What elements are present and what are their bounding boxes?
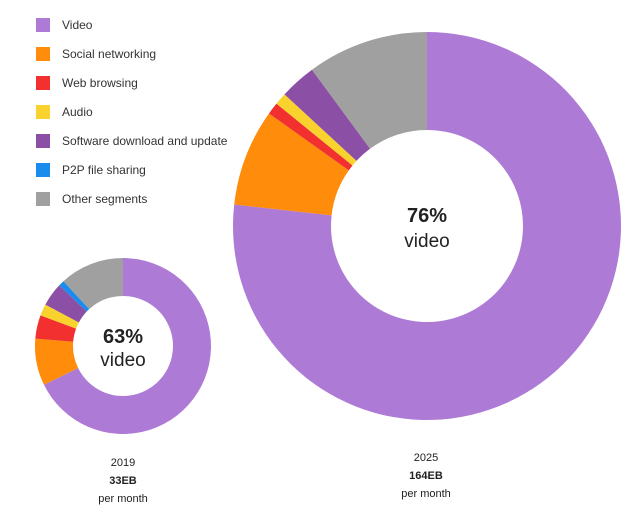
slice-audio — [40, 304, 79, 329]
legend-item: Video — [36, 10, 227, 39]
slice-video — [43, 258, 212, 434]
donut-2019: 63% video — [35, 258, 212, 434]
center-percentage-2019: 63% — [103, 326, 143, 348]
legend-label: Audio — [62, 104, 93, 119]
caption-unit-2019: per month — [98, 493, 148, 505]
slice-audio — [276, 94, 357, 166]
legend-swatch — [36, 133, 50, 148]
legend-item: Web browsing — [36, 68, 227, 97]
slice-web-browsing — [35, 315, 77, 342]
legend-label: Web browsing — [62, 75, 138, 90]
slice-social-networking — [35, 338, 79, 385]
center-label-2019: video — [100, 350, 145, 371]
slice-social-networking — [234, 113, 349, 216]
legend-label: Other segments — [62, 191, 148, 206]
legend-label: Social networking — [62, 46, 157, 61]
legend-swatch — [36, 162, 50, 177]
legend-label: P2P file sharing — [62, 162, 146, 177]
legend: Video Social networking Web browsing Audio S… — [36, 10, 227, 213]
caption-total-2025: 164EB — [409, 470, 443, 482]
legend-swatch — [36, 17, 50, 32]
caption-2019: 2019 33EB per month — [63, 454, 183, 508]
caption-year-2019: 2019 — [110, 457, 136, 469]
slice-other-segments — [311, 32, 427, 149]
slice-other-segments — [63, 258, 123, 310]
slice-video — [233, 32, 621, 420]
legend-label: Video — [62, 17, 93, 32]
center-percentage-2025: 76% — [407, 205, 447, 227]
legend-label: Software download and update — [62, 133, 228, 148]
legend-swatch — [36, 104, 50, 119]
legend-swatch — [36, 46, 50, 61]
legend-swatch — [36, 191, 50, 206]
slice-web-browsing — [268, 103, 353, 171]
legend-item: Software download and update — [36, 126, 227, 155]
legend-item: P2P file sharing — [36, 155, 227, 184]
legend-item: Audio — [36, 97, 227, 126]
donut-2025: 76% video — [233, 32, 621, 420]
legend-swatch — [36, 75, 50, 90]
slice-p2p-file-sharing — [59, 281, 90, 312]
caption-year-2025: 2025 — [413, 452, 439, 464]
caption-total-2019: 33EB — [109, 475, 137, 487]
legend-item: Social networking — [36, 39, 227, 68]
slice-software-download-and-update — [45, 285, 87, 323]
caption-2025: 2025 164EB per month — [366, 449, 486, 503]
center-label-2025: video — [404, 231, 449, 252]
legend-item: Other segments — [36, 184, 227, 213]
slice-software-download-and-update — [284, 69, 371, 161]
caption-unit-2025: per month — [401, 488, 451, 500]
